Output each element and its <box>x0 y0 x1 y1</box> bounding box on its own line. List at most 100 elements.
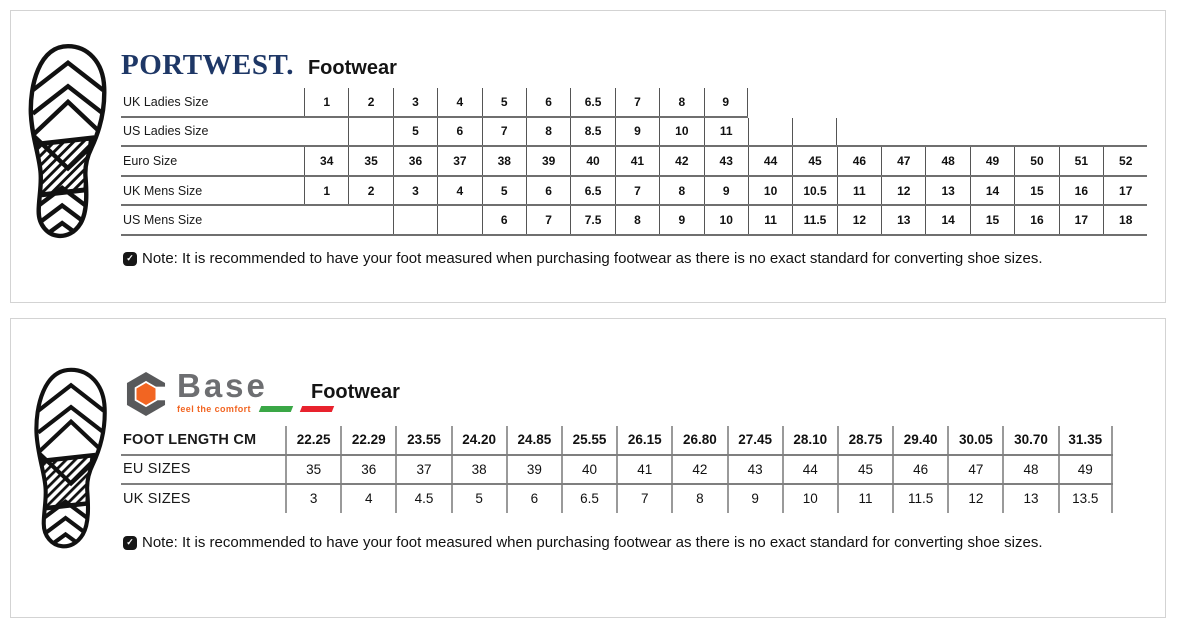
size-cell: 6 <box>525 176 570 205</box>
size-cell: 48 <box>925 147 969 175</box>
hex-nut-icon <box>126 372 169 416</box>
shoe-sole-icon <box>31 365 111 551</box>
note-text: Note: It is recommended to have your foo… <box>142 534 1043 551</box>
size-cell: 24.20 <box>450 426 506 454</box>
size-cell: 15 <box>1014 176 1058 205</box>
size-cell: 3 <box>392 88 437 116</box>
row-label: FOOT LENGTH CM <box>123 431 257 448</box>
size-cell: 6 <box>525 88 570 116</box>
size-cell: 11.5 <box>892 485 947 513</box>
size-cell: 8 <box>659 176 703 205</box>
size-cell: 39 <box>505 455 561 484</box>
base-product-title: Footwear <box>311 381 400 403</box>
base-wordmark: Base <box>177 367 268 404</box>
size-cell: 2 <box>348 88 392 116</box>
portwest-wordmark: PORTWEST. <box>121 49 294 81</box>
table-row: UK SIZES 3 4 4.5 5 6 6.5 7 8 9 10 11 11.5 12 13 13.5 <box>121 485 1113 513</box>
table-row: EU SIZES 35 36 37 38 39 40 41 42 43 44 45 46 47 48 49 <box>121 455 1113 486</box>
size-cell: 36 <box>392 147 437 175</box>
size-cell: 11 <box>703 117 748 146</box>
size-cell: 7 <box>481 117 526 146</box>
size-cell: 46 <box>892 455 947 484</box>
base-tagline: feel the comfort <box>177 404 251 414</box>
size-cell: 8 <box>671 485 726 513</box>
size-cell: 28.10 <box>781 426 837 454</box>
base-panel: Base feel the comfort Footwear FOOT LENG… <box>10 318 1166 618</box>
size-cell: 8.5 <box>570 117 614 146</box>
size-cell: 3 <box>392 176 437 205</box>
size-cell: 9 <box>659 206 703 234</box>
size-cell: 35 <box>348 147 392 175</box>
row-label: UK SIZES <box>123 490 191 507</box>
size-cell: 47 <box>947 455 1002 484</box>
size-cell: 7 <box>614 176 659 205</box>
size-cell: 39 <box>525 147 570 175</box>
size-cell: 30.05 <box>947 426 1002 454</box>
size-cell: 22.29 <box>340 426 395 454</box>
note-checkbox-icon: ✓ <box>123 535 137 550</box>
portwest-panel: PORTWEST. Footwear UK Ladies Size 1 2 3 4 5 6 6… <box>10 10 1166 303</box>
size-cell: 13 <box>1002 485 1057 513</box>
size-cell: 7 <box>614 88 659 116</box>
size-cell: 6 <box>481 206 526 234</box>
size-cell: 24.85 <box>505 426 561 454</box>
size-cell: 10 <box>703 206 748 234</box>
portwest-logo: PORTWEST. Footwear <box>121 49 397 82</box>
size-cell: 31.35 <box>1057 426 1113 454</box>
size-cell: 4.5 <box>395 485 450 513</box>
size-cell: 4 <box>340 485 395 513</box>
size-cell: 6.5 <box>570 88 614 116</box>
size-cell: 25.55 <box>560 426 616 454</box>
size-cell: 13.5 <box>1057 485 1113 513</box>
size-cell: 48 <box>1002 455 1057 484</box>
size-cell: 6.5 <box>570 176 614 205</box>
shoe-sole-icon <box>25 41 111 241</box>
size-cell <box>348 117 392 146</box>
size-cell: 7 <box>616 485 671 513</box>
size-cell: 16 <box>1014 206 1058 234</box>
size-cell: 6 <box>505 485 561 513</box>
size-cell: 7 <box>525 206 570 234</box>
table-row: UK Mens Size 1 2 3 4 5 6 6.5 7 8 9 10 10.5 11 12 13 14 15… <box>121 176 1148 207</box>
size-cell: 44 <box>747 147 792 175</box>
size-cell: 1 <box>304 176 348 205</box>
size-cell: 26.15 <box>616 426 671 454</box>
portwest-note: ✓ Note: It is recommended to have your f… <box>123 250 1042 267</box>
base-logo: Base feel the comfort <box>123 367 335 417</box>
size-cell: 5 <box>481 176 526 205</box>
size-cell: 45 <box>836 455 892 484</box>
size-cell: 11 <box>836 485 892 513</box>
size-cell: 7.5 <box>570 206 614 234</box>
table-row: FOOT LENGTH CM 22.25 22.29 23.55 24.20 24.85 2… <box>121 426 1113 456</box>
size-cell: 28.75 <box>836 426 892 454</box>
size-cell: 17 <box>1103 176 1147 205</box>
size-cell: 10 <box>747 176 792 205</box>
row-label: US Ladies Size <box>123 124 209 139</box>
table-row: US Mens Size 6 7 7.5 8 9 10 11 11.5 12 13 14 15 16 17 1… <box>121 206 1148 236</box>
size-cell: 49 <box>969 147 1014 175</box>
size-cell: 29.40 <box>892 426 947 454</box>
size-cell: 51 <box>1058 147 1103 175</box>
size-cell: 6 <box>437 117 481 146</box>
row-label: UK Mens Size <box>123 183 203 198</box>
size-cell <box>392 206 437 234</box>
portwest-product-title: Footwear <box>307 57 397 79</box>
row-label: UK Ladies Size <box>123 94 209 109</box>
size-cell: 10 <box>781 485 837 513</box>
size-cell: 41 <box>616 455 671 484</box>
size-cell: 37 <box>395 455 450 484</box>
size-cell: 4 <box>437 176 481 205</box>
size-cell: 11.5 <box>792 206 836 234</box>
size-cell: 45 <box>792 147 836 175</box>
table-row: US Ladies Size 5 6 7 8 8.5 9 10 11 <box>121 117 837 146</box>
row-label: Euro Size <box>123 153 178 168</box>
size-cell: 18 <box>1103 206 1147 234</box>
size-cell: 14 <box>925 206 969 234</box>
size-cell: 9 <box>726 485 782 513</box>
size-cell: 12 <box>836 206 881 234</box>
row-label: EU SIZES <box>123 461 191 478</box>
size-cell: 35 <box>285 455 340 484</box>
size-cell: 5 <box>392 117 437 146</box>
size-cell: 13 <box>925 176 969 205</box>
size-cell: 8 <box>659 88 703 116</box>
